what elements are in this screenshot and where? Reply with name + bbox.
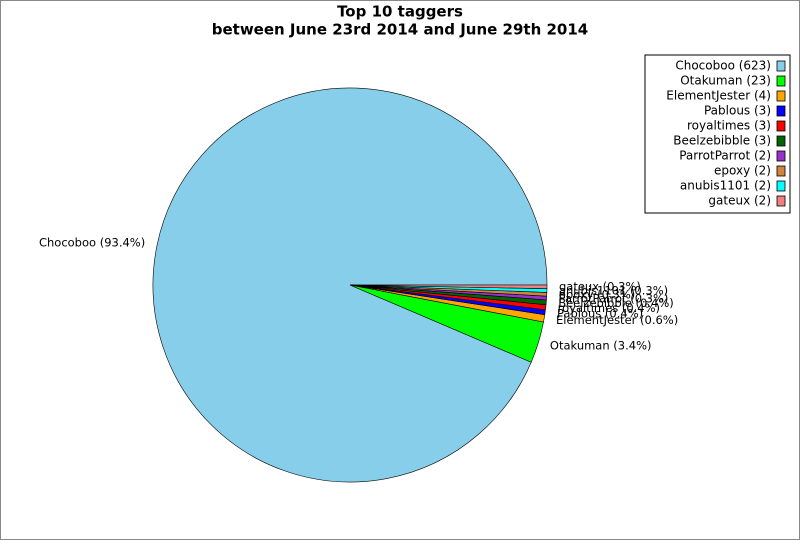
legend-swatch [776,135,786,147]
legend-label: royaltimes (3) [687,119,771,133]
slice-label: Pablous (0.4%) [557,306,643,320]
legend-swatch [776,105,786,117]
legend-label: Chocoboo (623) [675,59,771,73]
legend-swatch [776,165,786,177]
legend: Chocoboo (623)Otakuman (23)ElementJester… [644,54,791,214]
slice-label: gateux (0.3%) [559,279,641,293]
slice-label: Otakuman (3.4%) [550,338,652,352]
legend-swatch [776,60,786,72]
legend-swatch [776,75,786,87]
legend-label: Beelzebibble (3) [673,134,771,148]
legend-label: anubis1101 (2) [680,179,771,193]
legend-swatch [776,90,786,102]
slice-label: Beelzebibble (0.4%) [558,296,674,310]
slice-label: royaltimes (0.4%) [558,301,660,315]
legend-label: ElementJester (4) [666,89,771,103]
legend-label: epoxy (2) [714,164,771,178]
slice-label: anubis1101 (0.3%) [559,283,668,297]
slice-label: epoxy (0.3%) [559,287,636,301]
pie-slice [349,284,548,290]
legend-swatch [776,150,786,162]
chart-title: Top 10 taggers [337,3,463,21]
slice-label: ElementJester (0.6%) [556,313,678,327]
legend-swatch [776,180,786,192]
pie-slice [152,87,548,483]
legend-swatch [776,195,786,207]
legend-label: gateux (2) [708,194,771,208]
legend-box [644,54,791,214]
chart-subtitle: between June 23rd 2014 and June 29th 201… [212,21,589,39]
legend-label: Otakuman (23) [680,74,771,88]
legend-label: Pablous (3) [704,104,771,118]
legend-swatch [776,120,786,132]
legend-label: ParrotParrot (2) [679,149,771,163]
slice-label: ParrotParrot (0.3%) [559,291,669,305]
slice-label: Chocoboo (93.4%) [39,236,145,250]
